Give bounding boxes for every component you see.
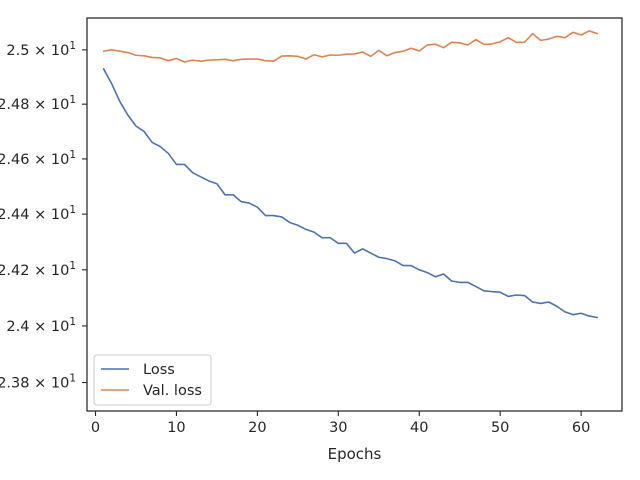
series-lines bbox=[102, 30, 599, 319]
y-tick-label: 2.5 × 101 bbox=[6, 40, 76, 59]
x-tick-label: 0 bbox=[91, 420, 100, 436]
y-tick-label: 2.42 × 101 bbox=[0, 260, 76, 279]
y-tick-label: 2.48 × 101 bbox=[0, 94, 76, 113]
x-axis-label: Epochs bbox=[328, 445, 382, 463]
x-tick-label: 20 bbox=[248, 420, 266, 436]
x-tick-label: 30 bbox=[329, 420, 347, 436]
x-tick-label: 40 bbox=[410, 420, 428, 436]
y-tick-label: 2.4 × 101 bbox=[6, 316, 76, 335]
legend-box bbox=[93, 354, 212, 406]
x-tick-label: 10 bbox=[167, 420, 185, 436]
x-axis: 0 10 20 30 40 50 60 bbox=[91, 411, 590, 436]
legend-label-loss: Loss bbox=[143, 362, 175, 378]
y-tick-label: 2.46 × 101 bbox=[0, 149, 76, 168]
series-line-loss bbox=[102, 68, 599, 319]
legend: Loss Val. loss bbox=[93, 354, 212, 406]
series-line-val-loss bbox=[102, 30, 599, 63]
y-tick-label: 2.44 × 101 bbox=[0, 204, 76, 223]
y-tick-label: 2.38 × 101 bbox=[0, 373, 76, 392]
y-axis: 2.38 × 101 2.4 × 101 2.42 × 101 2.44 × 101 2… bbox=[0, 40, 87, 392]
plot-area bbox=[86, 17, 623, 412]
legend-label-val-loss: Val. loss bbox=[143, 383, 202, 399]
x-tick-label: 50 bbox=[491, 420, 509, 436]
x-tick-label: 60 bbox=[572, 420, 590, 436]
